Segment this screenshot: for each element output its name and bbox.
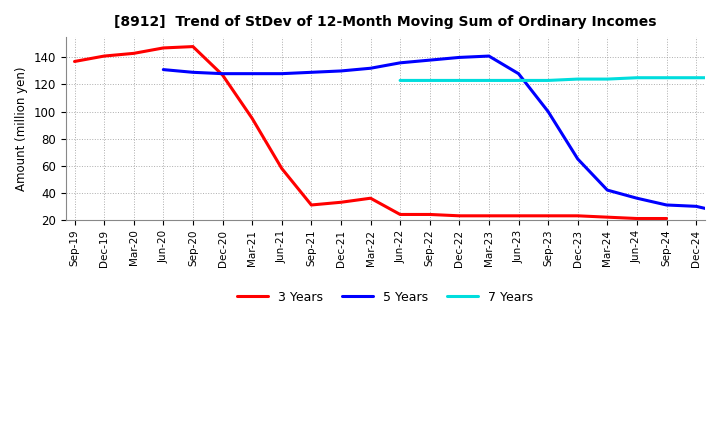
5 Years bbox=[218, 71, 227, 76]
5 Years bbox=[366, 66, 375, 71]
3 Years bbox=[100, 53, 109, 59]
5 Years bbox=[337, 68, 346, 73]
7 Years bbox=[573, 77, 582, 82]
5 Years bbox=[307, 70, 315, 75]
3 Years bbox=[514, 213, 523, 218]
5 Years bbox=[603, 187, 612, 193]
3 Years bbox=[248, 116, 256, 121]
Title: [8912]  Trend of StDev of 12-Month Moving Sum of Ordinary Incomes: [8912] Trend of StDev of 12-Month Moving… bbox=[114, 15, 657, 29]
3 Years bbox=[337, 200, 346, 205]
7 Years bbox=[603, 77, 612, 82]
3 Years bbox=[573, 213, 582, 218]
7 Years bbox=[692, 75, 701, 81]
7 Years bbox=[662, 75, 671, 81]
7 Years bbox=[485, 78, 493, 83]
3 Years bbox=[544, 213, 552, 218]
7 Years bbox=[633, 75, 642, 81]
Line: 5 Years: 5 Years bbox=[163, 56, 720, 219]
Y-axis label: Amount (million yen): Amount (million yen) bbox=[15, 66, 28, 191]
3 Years bbox=[603, 215, 612, 220]
3 Years bbox=[455, 213, 464, 218]
3 Years bbox=[277, 166, 286, 171]
5 Years bbox=[159, 67, 168, 72]
3 Years bbox=[189, 44, 197, 49]
5 Years bbox=[189, 70, 197, 75]
7 Years bbox=[455, 78, 464, 83]
5 Years bbox=[514, 71, 523, 76]
5 Years bbox=[544, 109, 552, 114]
7 Years bbox=[544, 78, 552, 83]
3 Years bbox=[71, 59, 79, 64]
3 Years bbox=[485, 213, 493, 218]
5 Years bbox=[426, 58, 434, 63]
5 Years bbox=[485, 53, 493, 59]
Line: 7 Years: 7 Years bbox=[400, 78, 720, 94]
5 Years bbox=[692, 204, 701, 209]
3 Years bbox=[662, 216, 671, 221]
5 Years bbox=[396, 60, 405, 66]
3 Years bbox=[426, 212, 434, 217]
3 Years bbox=[633, 216, 642, 221]
Line: 3 Years: 3 Years bbox=[75, 47, 667, 219]
7 Years bbox=[514, 78, 523, 83]
3 Years bbox=[218, 72, 227, 77]
Legend: 3 Years, 5 Years, 7 Years: 3 Years, 5 Years, 7 Years bbox=[232, 286, 539, 309]
7 Years bbox=[396, 78, 405, 83]
3 Years bbox=[130, 51, 138, 56]
3 Years bbox=[396, 212, 405, 217]
5 Years bbox=[248, 71, 256, 76]
3 Years bbox=[366, 195, 375, 201]
7 Years bbox=[426, 78, 434, 83]
5 Years bbox=[573, 156, 582, 161]
3 Years bbox=[159, 45, 168, 51]
5 Years bbox=[455, 55, 464, 60]
3 Years bbox=[307, 202, 315, 208]
5 Years bbox=[277, 71, 286, 76]
5 Years bbox=[662, 202, 671, 208]
5 Years bbox=[633, 195, 642, 201]
